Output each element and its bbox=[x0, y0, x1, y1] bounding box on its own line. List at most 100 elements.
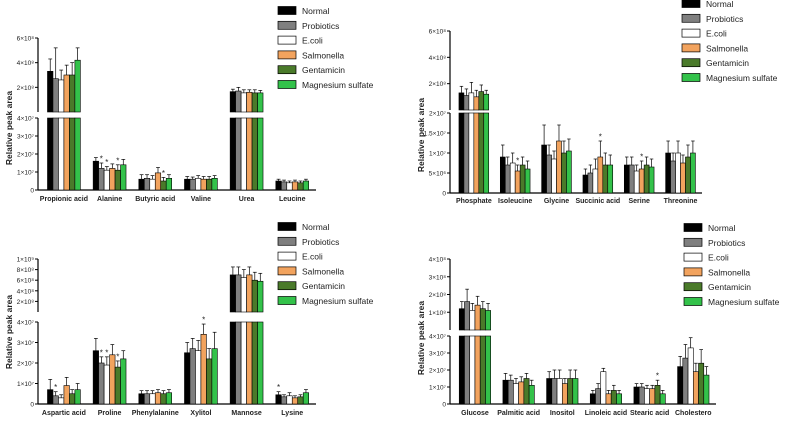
bar-glucose-e-coli-lower bbox=[469, 335, 476, 405]
legend-label-probiotics: Probiotics bbox=[302, 21, 339, 31]
y-axis-label: Relative peak area bbox=[4, 91, 14, 165]
legend-label-e-coli: E.coli bbox=[708, 253, 729, 263]
bar-valine-magnesium-sulfate bbox=[211, 178, 218, 191]
x-tick-label: Alanine bbox=[97, 196, 122, 203]
significance-star: * bbox=[202, 316, 205, 325]
bar-proline-e-coli bbox=[103, 364, 110, 405]
legend-swatch-salmonella bbox=[681, 43, 701, 53]
bar-linoleic-acid-probiotics bbox=[595, 388, 602, 405]
y-tick-label: 8×10⁸ bbox=[17, 267, 35, 274]
bar-palmitic-acid-salmonella bbox=[518, 381, 525, 405]
significance-star: * bbox=[116, 352, 119, 361]
bar-inositol-salmonella bbox=[561, 383, 568, 405]
legend-label-salmonella: Salmonella bbox=[302, 266, 344, 276]
bar-palmitic-acid-probiotics bbox=[507, 379, 514, 405]
bar-isoleucine-gentamicin bbox=[519, 164, 526, 194]
bar-aspartic-acid-salmonella bbox=[63, 385, 70, 405]
bar-mannose-gentamicin bbox=[251, 279, 258, 313]
y-tick-label: 4×10⁸ bbox=[429, 55, 447, 62]
bar-palmitic-acid-gentamicin bbox=[523, 378, 530, 405]
bar-mannose-gentamicin-lower bbox=[251, 321, 258, 405]
bar-mannose-probiotics bbox=[235, 274, 242, 313]
legend-swatch-salmonella bbox=[683, 267, 703, 277]
significance-star: * bbox=[656, 372, 659, 381]
bar-alanine-normal bbox=[92, 160, 99, 191]
bar-cholestero-magnesium-sulfate bbox=[703, 374, 710, 405]
significance-star: * bbox=[640, 153, 643, 162]
y-tick-label: 4×10⁸ bbox=[17, 288, 35, 295]
bar-urea-probiotics-lower bbox=[235, 117, 242, 191]
x-tick-label: Stearic acid bbox=[630, 410, 669, 417]
y-tick-label: 0 bbox=[442, 402, 446, 409]
bar-glycine-e-coli bbox=[551, 158, 557, 194]
legend-swatch-normal bbox=[277, 222, 297, 231]
legend-label-normal: Normal bbox=[706, 0, 734, 9]
x-tick-label: Glycine bbox=[544, 198, 569, 205]
bar-phosphate-magnesium-sulfate bbox=[483, 93, 490, 111]
significance-star: * bbox=[100, 348, 103, 357]
bar-alanine-magnesium-sulfate bbox=[120, 164, 127, 191]
bar-threonine-probiotics bbox=[670, 160, 676, 194]
bar-threonine-magnesium-sulfate bbox=[690, 152, 696, 194]
x-tick-label: Lysine bbox=[281, 410, 303, 417]
bar-linoleic-acid-gentamicin bbox=[610, 390, 617, 405]
bar-propionic-acid-salmonella-lower bbox=[63, 117, 70, 191]
y-tick-label: 1.5×10⁷ bbox=[424, 131, 447, 138]
y-tick-label: 3×10⁷ bbox=[429, 351, 447, 358]
bar-butyric-acid-normal bbox=[138, 178, 145, 191]
y-tick-label: 2×10⁸ bbox=[17, 85, 35, 92]
bar-propionic-acid-normal-lower bbox=[47, 117, 54, 191]
bar-linoleic-acid-e-coli bbox=[600, 371, 607, 405]
bar-lysine-normal bbox=[275, 394, 282, 405]
significance-star: * bbox=[54, 383, 57, 392]
y-tick-label: 0 bbox=[30, 402, 34, 409]
legend-swatch-gentamicin bbox=[277, 281, 297, 291]
y-tick-label: 5×10⁶ bbox=[429, 171, 447, 178]
bar-linoleic-acid-normal bbox=[589, 393, 596, 405]
bar-inositol-e-coli bbox=[556, 378, 563, 405]
bar-serine-gentamicin bbox=[643, 164, 650, 194]
y-tick-label: 0 bbox=[442, 191, 446, 198]
bar-succinic-acid-normal bbox=[582, 174, 589, 194]
bar-phenylalanine-e-coli bbox=[149, 393, 156, 405]
bar-alanine-e-coli bbox=[103, 169, 110, 191]
bar-phosphate-magnesium-sulfate-lower bbox=[483, 112, 490, 194]
significance-star: * bbox=[516, 157, 519, 166]
y-tick-label: 3×10⁷ bbox=[17, 134, 35, 141]
bar-serine-normal bbox=[623, 164, 630, 194]
y-tick-label: 3×10⁸ bbox=[429, 274, 447, 281]
bar-glucose-salmonella bbox=[474, 304, 481, 331]
bar-mannose-normal-lower bbox=[229, 321, 236, 405]
bar-isoleucine-salmonella bbox=[514, 170, 521, 194]
x-tick-label: Phenylalanine bbox=[132, 410, 179, 417]
legend-swatch-salmonella bbox=[277, 50, 297, 60]
x-tick-label: Butyric acid bbox=[135, 196, 175, 203]
x-tick-label: Linoleic acid bbox=[585, 410, 627, 417]
bar-valine-probiotics bbox=[189, 178, 196, 191]
legend-swatch-magnesium-sulfate bbox=[681, 73, 701, 82]
bar-serine-salmonella bbox=[638, 168, 645, 194]
bar-threonine-normal bbox=[665, 152, 671, 194]
x-tick-label: Serine bbox=[628, 198, 650, 205]
legend-label-magnesium-sulfate: Magnesium sulfate bbox=[706, 73, 778, 83]
bar-leucine-salmonella bbox=[291, 181, 299, 191]
y-tick-label: 1×10⁹ bbox=[17, 257, 35, 264]
bar-lysine-e-coli bbox=[286, 395, 293, 405]
x-tick-label: Propionic acid bbox=[40, 196, 88, 203]
y-tick-label: 2×10⁷ bbox=[17, 361, 35, 368]
bar-glucose-magnesium-sulfate-lower bbox=[485, 335, 491, 405]
y-tick-label: 2×10⁸ bbox=[17, 299, 35, 306]
bar-propionic-acid-normal bbox=[47, 71, 54, 113]
bar-phosphate-e-coli bbox=[468, 92, 475, 111]
bar-xylitol-probiotics bbox=[189, 348, 196, 405]
y-axis-label: Relative peak area bbox=[416, 301, 426, 375]
y-tick-label: 1×10⁷ bbox=[429, 385, 447, 392]
legend-swatch-magnesium-sulfate bbox=[277, 296, 297, 305]
chart-panel-2: Relative peak area 0 5×10⁶ 1×10⁷ 1.5×10⁷ 2×10… bbox=[416, 0, 778, 205]
bar-stearic-acid-salmonella bbox=[649, 388, 656, 405]
bar-phenylalanine-probiotics bbox=[143, 393, 151, 405]
legend-swatch-probiotics bbox=[683, 237, 703, 247]
bar-leucine-probiotics bbox=[280, 181, 288, 191]
bar-phosphate-e-coli-lower bbox=[468, 112, 475, 194]
